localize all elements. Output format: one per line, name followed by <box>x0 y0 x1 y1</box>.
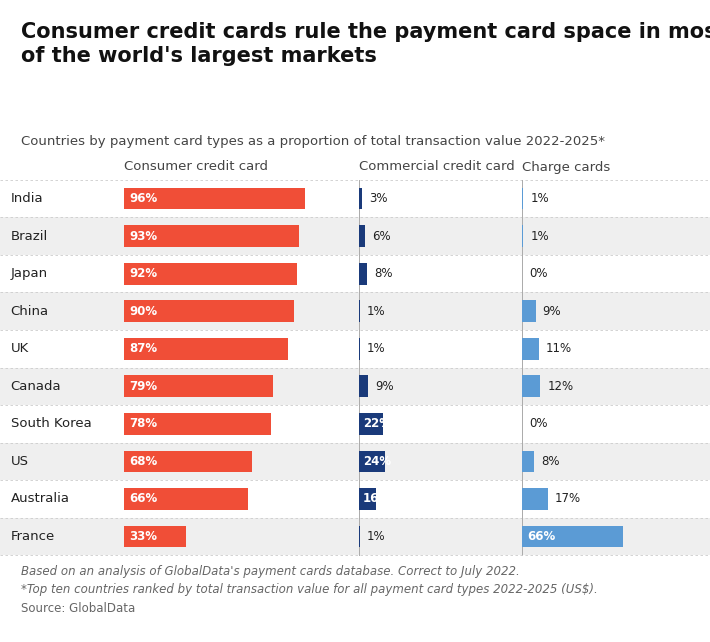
Text: 1%: 1% <box>367 305 386 318</box>
Bar <box>0 443 710 480</box>
Text: Countries by payment card types as a proportion of total transaction value 2022-: Countries by payment card types as a pro… <box>21 135 606 148</box>
Text: 1%: 1% <box>367 342 386 355</box>
Bar <box>359 225 365 247</box>
Bar <box>124 338 288 360</box>
Bar <box>0 480 710 517</box>
Bar <box>124 413 271 435</box>
Text: 9%: 9% <box>376 380 394 393</box>
Text: South Korea: South Korea <box>11 417 92 430</box>
Text: *Top ten countries ranked by total transaction value for all payment card types : *Top ten countries ranked by total trans… <box>21 583 598 596</box>
Bar <box>359 376 368 397</box>
Text: 9%: 9% <box>542 305 562 318</box>
Text: 22%: 22% <box>363 417 390 430</box>
Text: 0%: 0% <box>529 267 547 280</box>
Bar <box>522 225 523 247</box>
Text: Consumer credit card: Consumer credit card <box>124 160 268 173</box>
Bar <box>359 338 360 360</box>
Text: 79%: 79% <box>129 380 158 393</box>
Bar <box>0 517 710 555</box>
Text: 1%: 1% <box>530 192 549 205</box>
Bar <box>522 376 540 397</box>
Text: 24%: 24% <box>363 455 391 468</box>
Bar <box>124 300 294 322</box>
Bar <box>0 330 710 367</box>
Text: Based on an analysis of GlobalData's payment cards database. Correct to July 202: Based on an analysis of GlobalData's pay… <box>21 565 520 578</box>
Bar <box>359 300 360 322</box>
Text: 66%: 66% <box>129 492 158 505</box>
Text: Canada: Canada <box>11 380 61 393</box>
Text: 3%: 3% <box>369 192 388 205</box>
Text: 12%: 12% <box>547 380 574 393</box>
Text: 8%: 8% <box>541 455 559 468</box>
Text: China: China <box>11 305 49 318</box>
Bar <box>124 376 273 397</box>
Text: 8%: 8% <box>374 267 393 280</box>
Text: 90%: 90% <box>129 305 158 318</box>
Text: 6%: 6% <box>372 230 391 243</box>
Bar <box>124 451 252 473</box>
Text: 96%: 96% <box>129 192 158 205</box>
Bar <box>0 367 710 405</box>
Bar <box>522 526 623 548</box>
Text: 11%: 11% <box>546 342 572 355</box>
Text: Commercial credit card: Commercial credit card <box>359 160 514 173</box>
Text: France: France <box>11 530 55 543</box>
Text: 1%: 1% <box>530 230 549 243</box>
Text: Charge cards: Charge cards <box>522 160 610 173</box>
Text: Source: GlobalData: Source: GlobalData <box>21 602 136 615</box>
Text: Brazil: Brazil <box>11 230 48 243</box>
Bar <box>359 413 383 435</box>
Bar <box>359 451 385 473</box>
Bar <box>359 526 360 548</box>
Bar <box>359 488 376 510</box>
Bar <box>359 187 362 209</box>
Bar <box>124 263 297 284</box>
Bar <box>522 338 539 360</box>
Text: India: India <box>11 192 43 205</box>
Bar <box>522 488 548 510</box>
Bar <box>359 263 367 284</box>
Bar <box>522 300 535 322</box>
Text: 87%: 87% <box>129 342 158 355</box>
Text: 1%: 1% <box>367 530 386 543</box>
Bar <box>0 255 710 293</box>
Bar <box>522 451 534 473</box>
Text: 78%: 78% <box>129 417 158 430</box>
Text: 0%: 0% <box>529 417 547 430</box>
Text: Japan: Japan <box>11 267 48 280</box>
Text: 92%: 92% <box>129 267 158 280</box>
Bar <box>0 217 710 255</box>
Text: 66%: 66% <box>527 530 555 543</box>
Text: 16%: 16% <box>363 492 391 505</box>
Text: 68%: 68% <box>129 455 158 468</box>
Text: 93%: 93% <box>129 230 158 243</box>
Text: 17%: 17% <box>555 492 581 505</box>
Text: Australia: Australia <box>11 492 70 505</box>
Text: US: US <box>11 455 28 468</box>
Text: Consumer credit cards rule the payment card space in most
of the world's largest: Consumer credit cards rule the payment c… <box>21 22 710 67</box>
Bar <box>0 293 710 330</box>
Bar <box>0 180 710 217</box>
Bar <box>124 488 248 510</box>
Bar <box>124 187 305 209</box>
Bar <box>0 405 710 443</box>
Bar <box>522 187 523 209</box>
Text: UK: UK <box>11 342 29 355</box>
Text: 33%: 33% <box>129 530 157 543</box>
Bar <box>124 225 299 247</box>
Bar <box>124 526 186 548</box>
